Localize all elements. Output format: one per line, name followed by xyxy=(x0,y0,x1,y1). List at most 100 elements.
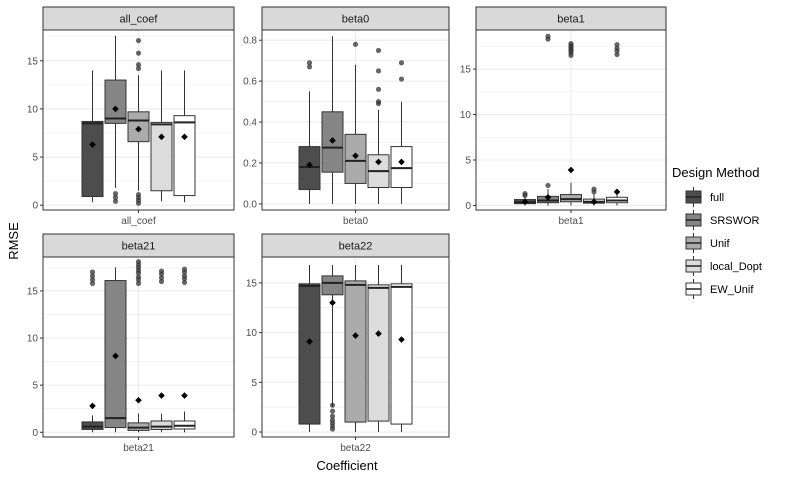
y-tick-label: 5 xyxy=(32,381,38,392)
strip-background xyxy=(42,233,235,258)
box-beta21-SRSWOR xyxy=(104,267,127,433)
legend-entry-local_Dopt: local_Dopt xyxy=(685,256,762,276)
y-tick-label: 0.2 xyxy=(243,158,257,169)
box-beta21-Unif xyxy=(127,259,150,433)
legend-label: SRSWOR xyxy=(710,215,760,227)
x-tick-label: beta21 xyxy=(123,443,154,454)
outlier-point xyxy=(398,60,405,66)
box-beta21-full xyxy=(81,269,104,433)
mean-marker xyxy=(135,125,142,133)
box-iqr xyxy=(173,115,196,197)
legend-entry-Unif: Unif xyxy=(685,233,731,253)
box-all_coef-SRSWOR xyxy=(104,35,127,204)
outlier-point xyxy=(112,194,119,201)
box-beta22-SRSWOR xyxy=(321,264,344,432)
legend-entry-EW_Unif: EW_Unif xyxy=(685,279,754,299)
legend-label: EW_Unif xyxy=(710,284,754,296)
outlier-point xyxy=(158,268,165,274)
box-iqr xyxy=(81,120,104,198)
legend-entry-full: full xyxy=(685,187,724,207)
box-beta0-local_Dopt xyxy=(367,47,390,204)
box-iqr xyxy=(104,79,127,124)
strip-label: beta22 xyxy=(339,241,373,253)
strip-label: beta0 xyxy=(342,14,370,26)
y-tick-label: 5 xyxy=(32,153,38,164)
y-tick-label: 15 xyxy=(27,56,39,67)
y-tick-label: 5 xyxy=(465,156,471,167)
outlier-point xyxy=(375,47,382,54)
outlier-point xyxy=(545,182,551,189)
outlier-point xyxy=(614,51,620,58)
mean-marker xyxy=(158,133,165,141)
mean-marker xyxy=(329,137,336,144)
outlier-point xyxy=(591,186,597,192)
legend-title: Design Method xyxy=(672,165,759,180)
box-beta0-EW_Unif xyxy=(390,60,413,204)
mean-marker xyxy=(158,392,165,399)
mean-marker xyxy=(521,198,529,206)
outlier-point xyxy=(89,269,96,275)
y-tick-label: 15 xyxy=(460,65,472,76)
panel-beta1: 0 5 10 15 beta1 beta1 xyxy=(460,6,667,227)
box-beta1-EW_Unif xyxy=(606,41,628,206)
y-tick-label: 0.8 xyxy=(243,36,257,47)
outlier-point xyxy=(135,62,142,68)
mean-marker xyxy=(375,158,382,166)
mean-marker xyxy=(112,105,119,113)
y-tick-label: 15 xyxy=(27,286,39,297)
outlier-point xyxy=(329,408,336,414)
legend-label: full xyxy=(710,192,724,204)
strip-background xyxy=(261,233,450,258)
box-beta0-SRSWOR xyxy=(321,36,344,204)
outlier-point xyxy=(181,279,188,286)
box-iqr xyxy=(150,420,173,430)
y-tick-label: 10 xyxy=(460,110,472,121)
panel-beta22: 0 5 10 15 beta22 beta22 xyxy=(246,233,450,454)
box-iqr xyxy=(298,283,321,425)
outlier-point xyxy=(181,273,188,279)
outlier-point xyxy=(112,191,119,197)
outlier-point xyxy=(329,417,336,423)
y-tick-label: 10 xyxy=(27,104,39,115)
y-tick-label: 0.0 xyxy=(243,199,257,210)
mean-marker xyxy=(590,198,598,206)
legend-entry-SRSWOR: SRSWOR xyxy=(685,210,760,230)
box-beta22-full xyxy=(298,264,321,433)
outlier-point xyxy=(306,64,313,70)
outlier-point xyxy=(135,50,142,56)
box-beta22-EW_Unif xyxy=(390,264,413,433)
box-all_coef-Unif xyxy=(127,37,150,206)
mean-marker xyxy=(135,396,142,404)
panel-beta21: 0 5 10 15 beta21 beta21 xyxy=(27,233,235,454)
box-beta21-local_Dopt xyxy=(150,268,173,433)
x-axis-title: Coefficient xyxy=(316,458,378,473)
outlier-point xyxy=(135,259,142,265)
outlier-point xyxy=(158,278,165,285)
outlier-point xyxy=(135,65,142,72)
mean-marker xyxy=(567,166,575,174)
outlier-point xyxy=(398,76,405,82)
box-all_coef-full xyxy=(81,70,104,203)
y-tick-label: 10 xyxy=(246,328,258,339)
x-tick-label: beta1 xyxy=(558,216,583,227)
strip-label: beta1 xyxy=(557,14,585,26)
outlier-point xyxy=(614,41,620,48)
outlier-point xyxy=(375,68,382,74)
mean-marker xyxy=(181,392,188,399)
facet-panels: 0 5 10 15 all_coef all_coef 0.0 0.2 0.4 0.6 0.8 bet… xyxy=(27,6,667,454)
strip-background xyxy=(475,6,667,31)
outlier-point xyxy=(545,33,551,39)
outlier-point xyxy=(329,413,336,419)
outlier-point xyxy=(89,273,96,279)
mean-marker xyxy=(375,330,382,337)
mean-marker xyxy=(544,193,552,201)
y-tick-label: 0.4 xyxy=(243,118,257,129)
outlier-point xyxy=(306,60,313,66)
outlier-point xyxy=(375,98,382,105)
mean-marker xyxy=(306,161,313,169)
legend-label: local_Dopt xyxy=(710,261,762,273)
outlier-point xyxy=(89,277,96,283)
box-iqr xyxy=(321,275,344,296)
y-tick-label: 0 xyxy=(251,428,257,439)
